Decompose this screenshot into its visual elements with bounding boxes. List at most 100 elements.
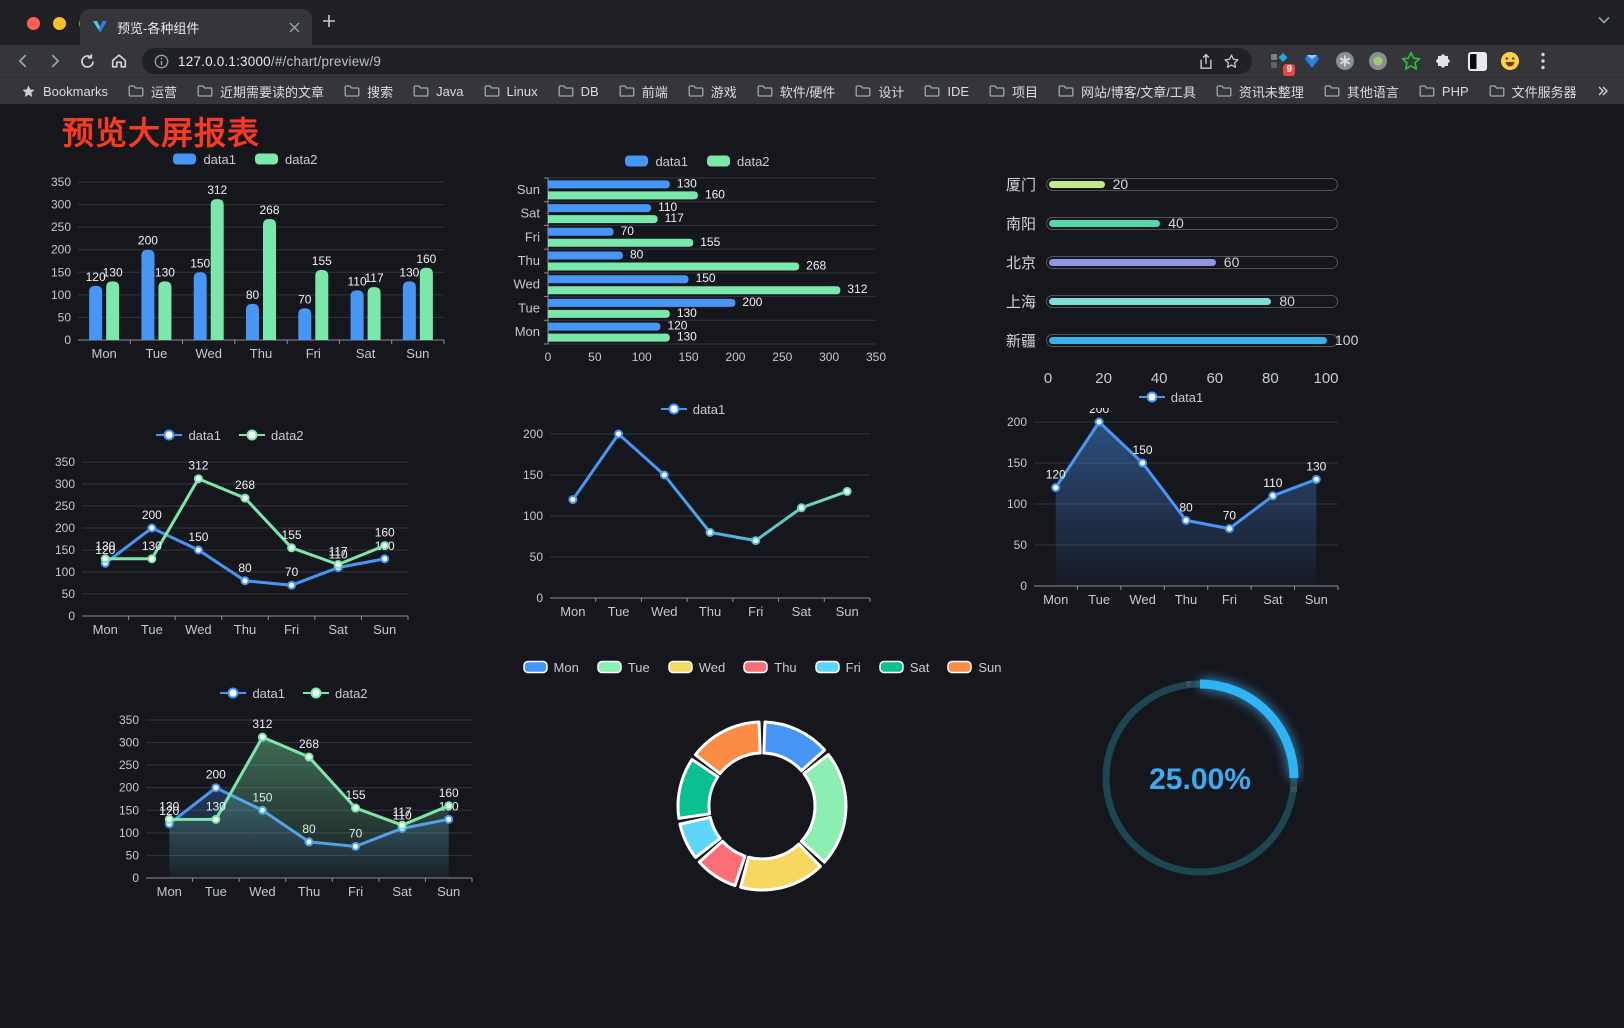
bookmark-folder-item[interactable]: 网站/博客/文章/工具: [1049, 80, 1205, 103]
bookmark-star-icon[interactable]: [1223, 53, 1240, 70]
bar-data1-Fri: [298, 308, 312, 340]
extension-grid-icon[interactable]: 9: [1268, 50, 1295, 76]
chart-legend: data1 data2: [106, 682, 482, 704]
chart-text: 100: [51, 288, 71, 302]
hbar-data1-Sat: [548, 204, 652, 213]
bookmark-folder-item[interactable]: 近期需要读的文章: [188, 80, 333, 103]
legend-item-data2[interactable]: data2: [239, 428, 304, 443]
share-icon[interactable]: [1198, 53, 1214, 70]
chart-text: 250: [772, 350, 792, 364]
chart-text: 0: [536, 591, 543, 605]
capsule-track: 60: [1046, 254, 1338, 270]
bookmarks-overflow-chevron-icon[interactable]: [1588, 83, 1618, 99]
legend-item-Sun[interactable]: Sun: [947, 660, 1001, 675]
chart-text: 100: [119, 826, 139, 840]
legend-item-data1[interactable]: data1: [660, 402, 725, 417]
chart-text: Tue: [518, 300, 540, 315]
bookmark-folder-item[interactable]: 资讯未整理: [1207, 80, 1313, 103]
chart-text: 150: [1133, 443, 1153, 457]
chart-text: Fri: [525, 229, 540, 244]
extension-star-icon[interactable]: [1400, 50, 1422, 72]
capsule-fill: 60: [1049, 254, 1239, 270]
point-data1-Wed: [193, 545, 203, 555]
grouped-bar-chart: data1 data2 0 50 100 150 200 250 300 350 Mon 120 130…: [38, 148, 452, 370]
url-text[interactable]: 127.0.0.1:3000/#/chart/preview/9: [178, 53, 382, 69]
bookmark-folder-item[interactable]: 其他语言: [1315, 80, 1408, 103]
bookmarks-root[interactable]: Bookmarks: [12, 82, 117, 101]
chart-text: Wed: [195, 346, 222, 361]
point-data2-Tue: [147, 554, 157, 564]
extension-dot-icon[interactable]: [1367, 50, 1389, 72]
extension-emoji-icon[interactable]: [1499, 50, 1521, 72]
legend-item-data1[interactable]: data1: [1138, 390, 1203, 405]
browser-tab[interactable]: 预览-各种组件: [80, 9, 312, 45]
extension-gem-icon[interactable]: [1301, 50, 1323, 72]
chart-text: Sun: [517, 182, 540, 197]
legend-item-Mon[interactable]: Mon: [522, 660, 579, 675]
bookmark-folder-item[interactable]: 文件服务器: [1480, 80, 1586, 103]
chart-text: 117: [665, 211, 684, 225]
area-data1: [1055, 422, 1317, 586]
legend-item-data2[interactable]: data2: [706, 154, 770, 169]
donut-slice-Tue: [799, 753, 848, 864]
legend-item-data1[interactable]: data1: [172, 152, 236, 167]
hbar-data2-Tue: [548, 309, 670, 318]
menu-kebab-icon[interactable]: [1532, 50, 1554, 72]
chart-text: 80: [1179, 500, 1193, 514]
chart-text: 0: [1020, 579, 1027, 593]
close-window-icon[interactable]: [27, 17, 40, 30]
chart-text: 130: [95, 539, 115, 553]
chart-text: Sat: [1263, 592, 1283, 607]
point-data1-Fri: [1224, 524, 1234, 534]
bookmark-folder-item[interactable]: 设计: [846, 80, 913, 103]
legend-item-Thu[interactable]: Thu: [743, 660, 797, 675]
bookmark-folder-item[interactable]: IDE: [915, 82, 978, 101]
tab-close-icon[interactable]: [289, 22, 300, 33]
chart-text: Sun: [836, 604, 859, 619]
bookmark-folder-item[interactable]: 运营: [119, 80, 186, 103]
capsule-label: 南阳: [1005, 216, 1036, 233]
new-tab-button[interactable]: [322, 14, 336, 28]
bookmark-folder-item[interactable]: 软件/硬件: [748, 80, 845, 103]
chart-text: 200: [55, 521, 75, 535]
bookmark-folder-item[interactable]: 搜索: [335, 80, 402, 103]
legend-item-Wed[interactable]: Wed: [668, 660, 725, 675]
forward-icon[interactable]: [42, 48, 68, 74]
legend-item-data1[interactable]: data1: [156, 428, 221, 443]
legend-item-Sat[interactable]: Sat: [879, 660, 929, 675]
legend-item-data1[interactable]: data1: [220, 686, 285, 701]
point-data1-Sun: [1311, 474, 1321, 484]
chart-text: 100: [632, 350, 652, 364]
point-data1-Fri: [287, 580, 297, 590]
home-icon[interactable]: [106, 48, 132, 74]
bar-data1-Tue: [141, 249, 155, 340]
legend-item-data1[interactable]: data1: [624, 154, 688, 169]
bookmark-folder-item[interactable]: 项目: [980, 80, 1047, 103]
chart-text: 0: [68, 609, 75, 623]
extension-contrast-icon[interactable]: [1466, 50, 1488, 72]
legend-item-Fri[interactable]: Fri: [814, 660, 861, 675]
reload-icon[interactable]: [74, 48, 100, 74]
legend-item-data2[interactable]: data2: [254, 152, 318, 167]
chart-text: 130: [677, 330, 697, 344]
extensions-puzzle-icon[interactable]: [1433, 50, 1455, 72]
bookmark-folder-item[interactable]: Linux: [475, 82, 547, 101]
bookmark-folder-item[interactable]: 游戏: [679, 80, 746, 103]
minimize-window-icon[interactable]: [53, 17, 66, 30]
point-data2-Fri: [287, 543, 297, 553]
tab-search-chevron-icon[interactable]: [1598, 16, 1610, 24]
chart-text: 70: [621, 224, 635, 238]
legend-item-data2[interactable]: data2: [303, 686, 368, 701]
bookmark-folder-item[interactable]: Java: [404, 82, 472, 101]
bookmark-folder-item[interactable]: DB: [549, 82, 608, 101]
bookmark-folder-item[interactable]: 前端: [610, 80, 677, 103]
extension-asterisk-icon[interactable]: [1334, 50, 1356, 72]
legend-item-Tue[interactable]: Tue: [597, 660, 650, 675]
bookmark-folder-item[interactable]: PHP: [1410, 82, 1478, 101]
address-bar[interactable]: 127.0.0.1:3000/#/chart/preview/9: [142, 48, 1252, 74]
chart-text: 117: [393, 805, 412, 819]
chart-text: 110: [1263, 476, 1282, 490]
back-icon[interactable]: [10, 48, 36, 74]
chart-text: 150: [1007, 456, 1027, 470]
site-info-icon[interactable]: [154, 54, 169, 69]
